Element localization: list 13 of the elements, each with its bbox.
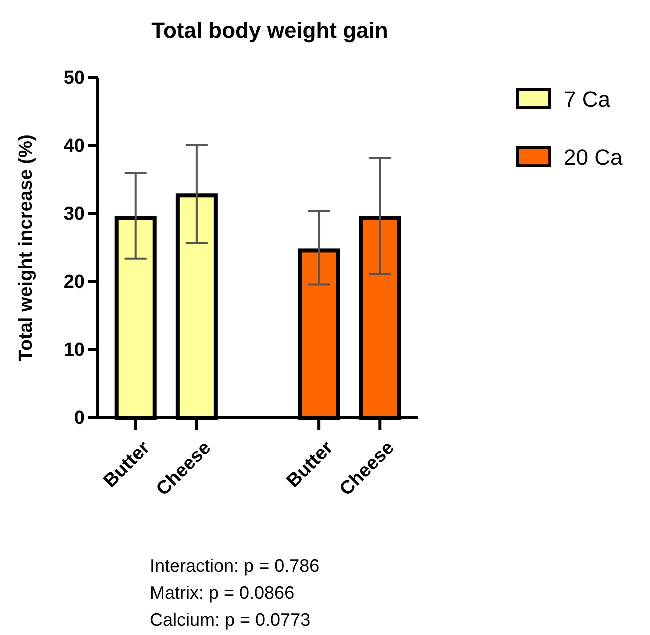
chart-title: Total body weight gain (152, 18, 388, 43)
y-tick-label: 0 (74, 408, 85, 430)
y-tick-label: 40 (64, 136, 85, 158)
legend-label: 7 Ca (564, 87, 612, 112)
y-tick-label: 20 (64, 272, 85, 294)
legend-label: 20 Ca (564, 145, 624, 170)
text: Calcium: p = 0.0773 (150, 610, 311, 630)
y-axis-title: Total weight increase (%) (16, 134, 37, 362)
text: Matrix: p = 0.0866 (150, 583, 295, 603)
y-tick-label: 30 (64, 204, 85, 226)
text: Interaction: p = 0.786 (150, 556, 320, 576)
y-tick-label: 50 (64, 68, 85, 90)
y-tick-label: 10 (64, 340, 85, 362)
